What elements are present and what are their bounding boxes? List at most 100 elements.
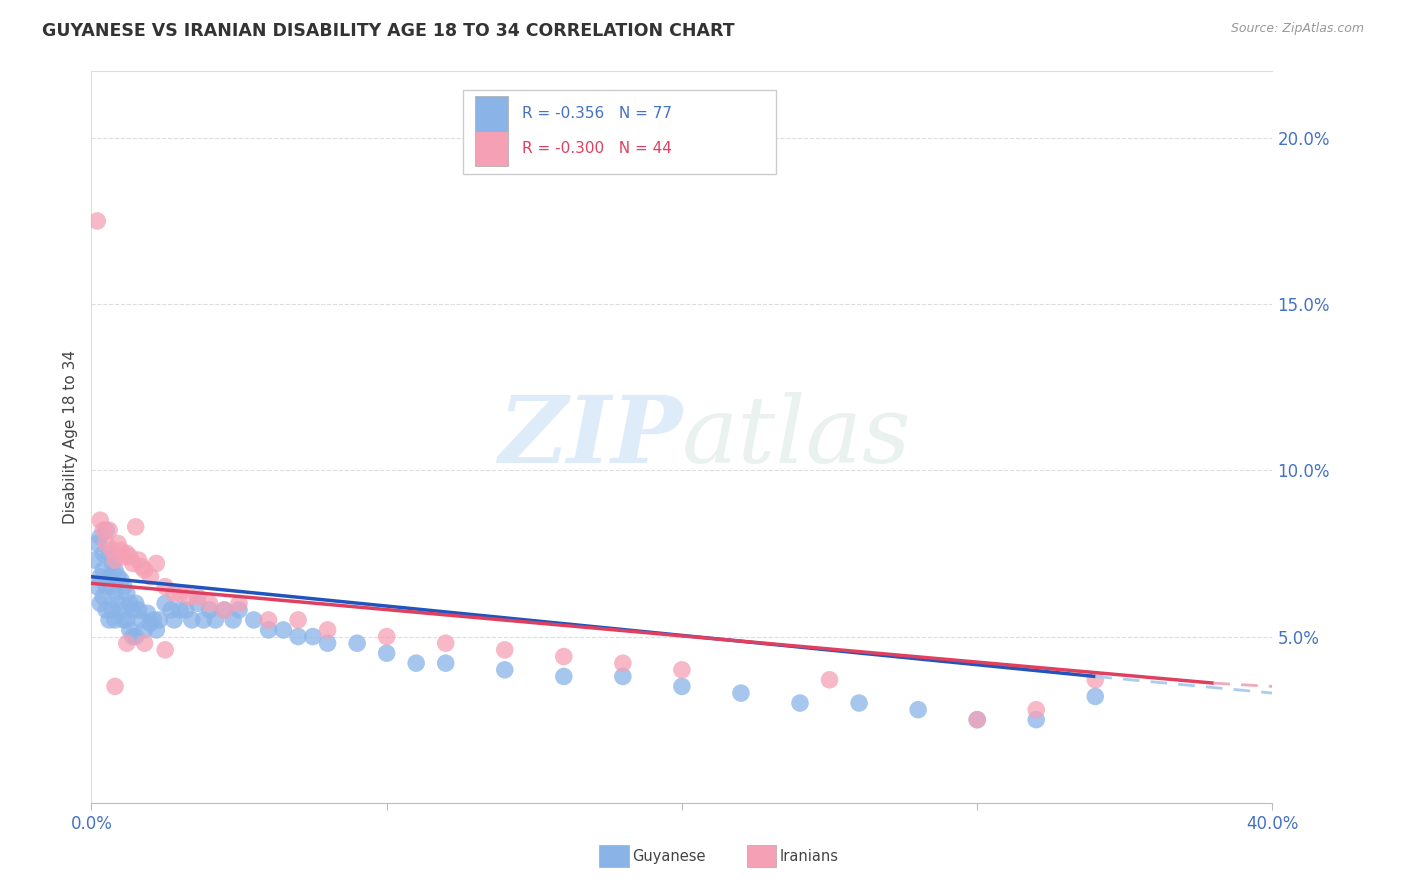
Point [160,603,183,617]
Point [187,596,209,610]
Point [193,613,215,627]
Point [107,536,129,550]
Point [104,586,127,600]
Point [104,680,127,694]
Point [153,643,177,657]
Point [553,649,575,664]
Point [86,580,108,594]
Point [257,613,280,627]
Point [96,536,118,550]
Text: R = -0.300   N = 44: R = -0.300 N = 44 [523,142,672,156]
Point [139,570,162,584]
Point [214,603,236,617]
Point [91,590,114,604]
Point [121,557,143,571]
Point [966,713,988,727]
Point [112,613,135,627]
Point [112,580,135,594]
Point [131,613,153,627]
Point [848,696,870,710]
Text: atlas: atlas [682,392,911,482]
Point [101,603,124,617]
Point [124,520,148,534]
Point [405,656,427,670]
Point [169,603,191,617]
Point [1025,703,1047,717]
Point [671,680,693,694]
Point [198,603,221,617]
Point [730,686,752,700]
Point [91,523,114,537]
Point [124,596,148,610]
Point [316,623,339,637]
Point [134,563,156,577]
Point [1084,673,1107,687]
Point [128,553,150,567]
Point [163,613,186,627]
Point [907,703,929,717]
Point [228,603,250,617]
Text: GUYANESE VS IRANIAN DISABILITY AGE 18 TO 34 CORRELATION CHART: GUYANESE VS IRANIAN DISABILITY AGE 18 TO… [42,22,735,40]
Point [89,513,111,527]
Point [148,613,170,627]
Point [98,613,121,627]
Point [553,669,575,683]
Point [145,623,167,637]
Point [153,596,177,610]
Point [204,613,226,627]
Point [104,613,127,627]
Point [115,613,138,627]
Point [228,596,250,610]
Point [174,603,197,617]
Point [131,559,153,574]
Point [612,656,634,670]
Point [287,630,309,644]
Point [107,570,129,584]
Point [101,543,124,558]
Point [434,636,457,650]
Point [112,549,135,564]
Text: ZIP: ZIP [498,392,682,482]
Point [118,623,141,637]
Point [1084,690,1107,704]
Point [86,536,108,550]
Point [494,643,516,657]
Point [142,613,165,627]
Point [375,646,398,660]
Point [91,546,114,560]
Point [287,613,309,627]
Point [434,656,457,670]
Point [789,696,811,710]
Point [671,663,693,677]
Bar [475,96,509,131]
Point [301,630,323,644]
Point [91,563,114,577]
Point [243,613,266,627]
Point [121,603,143,617]
FancyBboxPatch shape [464,90,776,174]
Point [96,523,118,537]
Point [177,590,200,604]
Point [153,580,177,594]
Point [101,580,124,594]
Point [118,549,141,564]
Point [115,546,138,560]
Point [136,607,159,621]
Point [316,636,339,650]
Point [134,623,156,637]
Bar [747,846,776,867]
Point [121,630,143,644]
Point [89,596,111,610]
Point [98,546,121,560]
Point [180,613,202,627]
Point [187,590,209,604]
Point [214,603,236,617]
Point [96,603,118,617]
Text: R = -0.356   N = 77: R = -0.356 N = 77 [523,106,672,121]
Point [818,673,841,687]
Point [375,630,398,644]
Point [86,214,108,228]
Point [612,669,634,683]
Point [257,623,280,637]
Point [98,570,121,584]
